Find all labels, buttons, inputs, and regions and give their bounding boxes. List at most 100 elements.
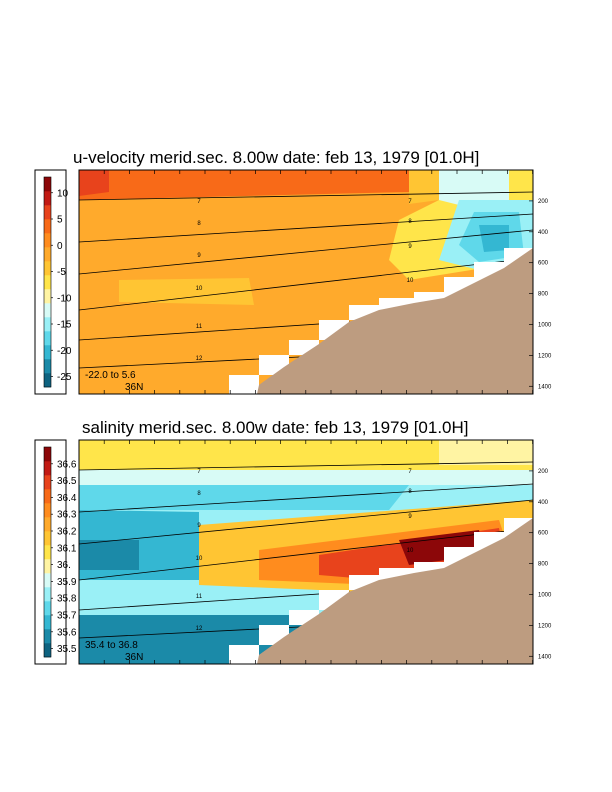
- colorbar-swatch: [44, 373, 51, 388]
- colorbar-swatch: [44, 559, 51, 574]
- colorbar-swatch: [44, 289, 51, 304]
- contour-label: 10: [196, 556, 203, 562]
- range-annotation: -22.0 to 5.6: [85, 370, 136, 381]
- contour-line: [79, 191, 533, 201]
- depth-tick-label: 1000: [538, 322, 552, 328]
- depth-tick-label: 1400: [538, 384, 552, 390]
- colorbar-tick-label: -10: [57, 293, 72, 304]
- colorbar-swatch: [44, 205, 51, 220]
- contour-label: 9: [408, 514, 412, 520]
- contour-label: 8: [197, 491, 201, 497]
- colorbar-tick-label: 5: [57, 215, 63, 226]
- field-patch-top-right: [509, 170, 533, 192]
- contour-label: 7: [197, 469, 201, 475]
- field-band-top: [79, 170, 409, 200]
- contour-label: 12: [196, 626, 203, 632]
- colorbar-swatch: [44, 261, 51, 276]
- colorbar-tick-label: 36.2: [57, 527, 77, 538]
- contour-label: 9: [197, 253, 201, 259]
- colorbar-tick-label: 0: [57, 241, 63, 252]
- colorbar-swatch: [44, 191, 51, 206]
- seabed-fill: [229, 248, 533, 394]
- color-field: 7 8 9 10 11 12 7 8 9 10: [79, 440, 533, 664]
- field-band-top: [79, 440, 533, 470]
- colorbar-swatch: [44, 573, 51, 588]
- colorbar-swatch: [44, 517, 51, 532]
- missing-cell: [229, 645, 259, 664]
- depth-tick-label: 200: [538, 469, 549, 475]
- colorbar-swatch: [44, 331, 51, 346]
- colorbar-swatch: [44, 177, 51, 192]
- latitude-annotation: 36N: [125, 652, 143, 663]
- velocity-chart: 7 8 9 10 11 12 7 8 9 10 200 400 600 800 1000 1200 1400 -2…: [34, 169, 552, 395]
- colorbar-swatch: [44, 643, 51, 658]
- colorbar-swatch: [44, 219, 51, 234]
- depth-tick-label: 1200: [538, 353, 552, 359]
- depth-tick-label: 800: [538, 562, 549, 568]
- colorbar-outline: [43, 176, 52, 388]
- colorbar-swatch: [44, 247, 51, 262]
- colorbar-tick-label: 36.3: [57, 510, 77, 521]
- contour-line: [79, 461, 533, 471]
- colorbar-swatch: [44, 475, 51, 490]
- colorbar-swatch: [44, 303, 51, 318]
- salinity-chart: 7 8 9 10 11 12 7 8 9 10 200 400 600 800 1000 1200 1400 35…: [34, 439, 552, 665]
- contour-line: [79, 213, 533, 243]
- colorbar-tick-label: -15: [57, 320, 72, 331]
- colorbar-tick-label: 36.6: [57, 459, 77, 470]
- field-band-deep: [79, 540, 139, 570]
- contour-label: 12: [196, 356, 203, 362]
- missing-cell: [414, 292, 444, 303]
- contour-label: 10: [196, 286, 203, 292]
- latitude-annotation: 36N: [125, 382, 143, 393]
- contour-label: 9: [408, 244, 412, 250]
- contour-line: [79, 229, 533, 275]
- contour-label: 10: [407, 548, 414, 554]
- contour-line: [79, 527, 533, 581]
- colorbar-swatch: [44, 629, 51, 644]
- contour-line: [79, 483, 533, 513]
- contour-label: 7: [197, 199, 201, 205]
- velocity-chart-title: u-velocity merid.sec. 8.00w date: feb 13…: [73, 148, 480, 167]
- contour-label: 7: [408, 469, 412, 475]
- depth-tick-label: 1400: [538, 654, 552, 660]
- depth-tick-label: 600: [538, 261, 549, 267]
- depth-tick-label: 600: [538, 531, 549, 537]
- field-patch-mid: [119, 278, 254, 305]
- colorbar-swatch: [44, 447, 51, 462]
- depth-tick-label: 1000: [538, 592, 552, 598]
- seabed-fill: [229, 518, 533, 664]
- colorbar-tick-label: 36.4: [57, 493, 77, 504]
- colorbar-tick-label: 36.1: [57, 543, 77, 554]
- colorbar-swatch: [44, 345, 51, 360]
- field-band-cyan: [79, 485, 409, 510]
- depth-tick-label: 1200: [538, 623, 552, 629]
- colorbar-tick-label: 10: [57, 188, 69, 199]
- colorbar-tick-label: 35.7: [57, 611, 77, 622]
- missing-cell: [414, 562, 444, 573]
- colorbar-swatch: [44, 461, 51, 476]
- colorbar-swatch: [44, 601, 51, 616]
- colorbar-swatch: [44, 233, 51, 248]
- contour-line: [79, 257, 533, 311]
- contour-label: 9: [197, 523, 201, 529]
- colorbar-outline: [43, 446, 52, 658]
- colorbar-swatch: [44, 503, 51, 518]
- colorbar-tick-label: -20: [57, 346, 72, 357]
- missing-cell: [229, 375, 259, 394]
- colorbar-swatch: [44, 359, 51, 374]
- colorbar-swatch: [44, 317, 51, 332]
- colorbar-tick-label: -25: [57, 372, 72, 383]
- colorbar-tick-label: -5: [57, 267, 66, 278]
- colorbar-tick-label: 36.5: [57, 476, 77, 487]
- field-patch-top-right: [439, 440, 533, 465]
- contour-label: 7: [408, 199, 412, 205]
- depth-tick-label: 400: [538, 500, 549, 506]
- contour-label: 11: [196, 594, 203, 600]
- colorbar-tick-label: 35.6: [57, 627, 77, 638]
- contour-line: [79, 499, 533, 545]
- contour-label: 10: [407, 278, 414, 284]
- colorbar-swatch: [44, 615, 51, 630]
- depth-tick-label: 800: [538, 292, 549, 298]
